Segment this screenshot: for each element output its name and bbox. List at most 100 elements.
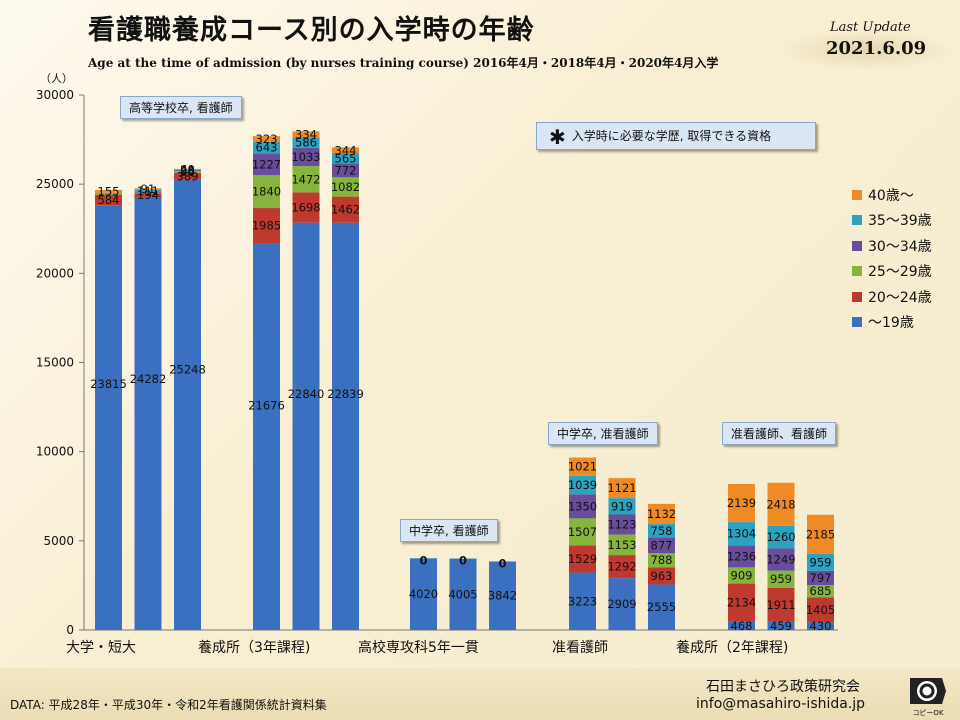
asterisk-icon: ✱ [549, 124, 566, 149]
bar-segment [332, 177, 359, 197]
bar-segment [292, 147, 320, 167]
bar-segment [134, 192, 162, 194]
segment-label: 2555 [647, 600, 676, 614]
segment-label: 1021 [568, 460, 597, 474]
bar-segment [608, 478, 636, 499]
segment-label: 1304 [727, 527, 756, 541]
legend-swatch [852, 240, 862, 251]
bar-segment [332, 163, 359, 178]
stacked-bar-chart: 0 5000 10000 15000 20000 25000 30000 （人） 23815 5… [36, 72, 838, 656]
bar-segment [253, 175, 280, 209]
segment-label: 1039 [568, 478, 597, 492]
bar-segment [253, 141, 280, 154]
segment-label: 430 [810, 619, 832, 633]
segment-label: 1405 [806, 603, 835, 617]
bar-segment [728, 483, 755, 523]
bar-segment [95, 205, 122, 630]
bar-segment [648, 567, 675, 585]
segment-label: 685 [810, 584, 832, 598]
bar-segment [253, 243, 280, 630]
legend-item: 25～29歳 [852, 259, 932, 285]
bar-segment [608, 514, 636, 535]
bar-segment [648, 553, 675, 568]
x-category-label: 高校専攻科5年一貫 [358, 639, 479, 656]
callout-highschool-nurse: 高等学校卒, 看護師 [120, 96, 242, 119]
bar-segment [648, 537, 675, 554]
bar-segment [253, 136, 280, 142]
logo-caption: コピーOK [912, 709, 944, 717]
bar-segment [292, 222, 320, 631]
segment-label: 459 [770, 619, 792, 633]
segment-label: 4005 [448, 587, 477, 601]
segment-label: 389 [177, 169, 199, 183]
bar-segment [608, 578, 636, 630]
bar-segment [767, 587, 795, 622]
callout-junior-high-practical-nurse: 中学卒, 准看護師 [548, 422, 658, 445]
y-unit-label: （人） [40, 72, 73, 85]
bar-segment [807, 514, 834, 554]
segment-label: 963 [651, 569, 673, 583]
segment-label: 1123 [607, 518, 636, 532]
bar-segment [608, 555, 636, 579]
legend-item: 40歳～ [852, 182, 932, 208]
bar-segment [253, 208, 280, 244]
bar-segment [648, 503, 675, 525]
bar-segment [174, 172, 201, 180]
bar-segment [292, 192, 320, 223]
bar-segment [807, 622, 834, 630]
legend-swatch [852, 317, 862, 328]
legend-label: 35～39歳 [868, 213, 932, 230]
bar-segment [134, 196, 162, 630]
last-update-date: 2021.6.09 [826, 38, 927, 59]
bar-segment [332, 153, 359, 164]
last-update-swoosh [780, 30, 950, 70]
bar-segment [134, 193, 162, 197]
segment-label: 1350 [568, 499, 597, 513]
segment-label: 2909 [607, 597, 636, 611]
segment-label: 1153 [607, 538, 636, 552]
last-update-label: Last Update [830, 20, 911, 35]
legend-item: 30～34歳 [852, 233, 932, 259]
segment-label: 1472 [291, 172, 320, 186]
segment-label: 584 [98, 193, 120, 207]
segment-label: 586 [295, 136, 317, 150]
bar-segment [767, 548, 795, 571]
legend: 40歳～ 35～39歳 30～34歳 25～29歳 20～24歳 ～19歳 [852, 182, 932, 335]
bar-segment [174, 168, 201, 170]
segment-label: 91 [141, 182, 156, 196]
segment-label: 1840 [252, 185, 281, 199]
segment-label: 959 [770, 572, 792, 586]
copy-ok-icon [910, 678, 946, 704]
legend-swatch [852, 291, 862, 302]
bar-segment [728, 621, 755, 630]
segment-label: 919 [611, 499, 633, 513]
organization-name: 石田まさひろ政策研究会 [706, 679, 860, 695]
footer: DATA: 平成28年・平成30年・令和2年看護関係統計資料集 石田まさひろ政策… [0, 668, 960, 720]
segment-label: 1911 [766, 598, 795, 612]
y-tick-label: 30000 [36, 88, 74, 102]
bar-segment [95, 194, 122, 206]
segment-label: 23815 [90, 377, 127, 391]
segment-label: 468 [731, 619, 753, 633]
segment-label: 772 [335, 163, 357, 177]
bar-segment [807, 570, 834, 586]
bar-segment [134, 189, 162, 192]
segment-label: 797 [810, 571, 832, 585]
segment-label: 1698 [291, 201, 320, 215]
callout-junior-high-nurse: 中学卒, 看護師 [400, 519, 498, 542]
segment-label: 155 [98, 184, 120, 198]
bar-segment [134, 188, 162, 190]
bar-segment [569, 457, 596, 476]
callout-practical-nurse-to-nurse: 准看護師、看護師 [722, 422, 837, 445]
y-tick-label: 20000 [36, 266, 74, 280]
bar-segment [253, 153, 280, 176]
segment-label: 1529 [568, 552, 597, 566]
segment-label: 1985 [252, 219, 281, 233]
segment-label: 96 [180, 165, 195, 179]
segment-label: 24282 [130, 372, 167, 386]
segment-label: 959 [810, 555, 832, 569]
bar-segment [95, 193, 122, 195]
segment-label: 3842 [488, 589, 517, 603]
segment-label: 35 [180, 164, 195, 178]
